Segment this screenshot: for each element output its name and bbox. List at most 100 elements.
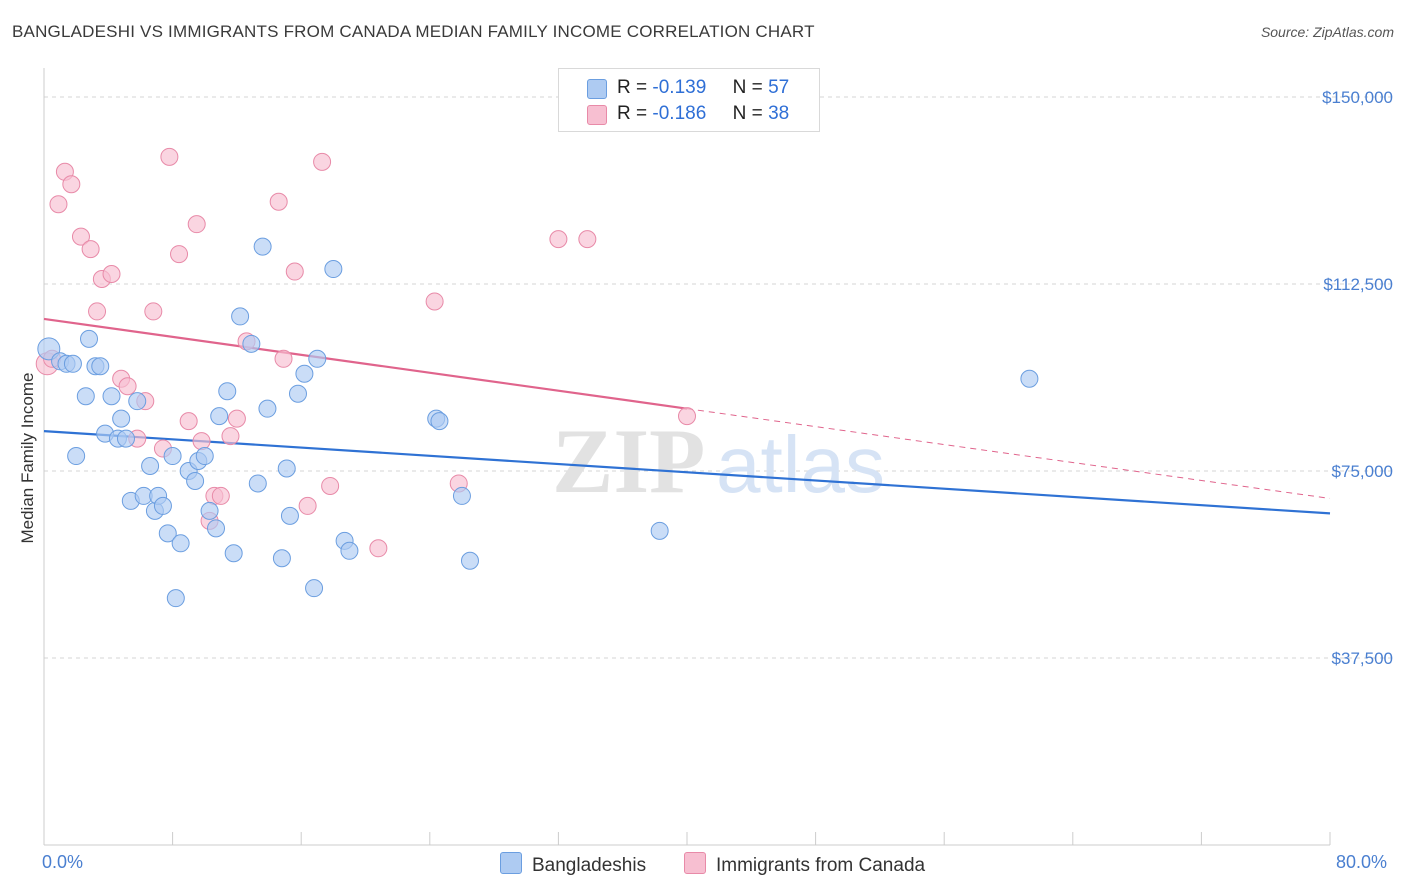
legend-r-value: -0.186 bbox=[652, 103, 707, 124]
data-point bbox=[210, 407, 229, 426]
y-tick-label: $150,000 bbox=[1322, 88, 1393, 107]
y-tick-label: $75,000 bbox=[1332, 462, 1393, 481]
data-point bbox=[269, 192, 288, 211]
data-point bbox=[678, 407, 696, 426]
data-point bbox=[187, 215, 206, 234]
data-point bbox=[578, 230, 597, 249]
bottom-legend-label: Bangladeshis bbox=[532, 855, 647, 876]
data-point bbox=[141, 457, 160, 476]
legend-swatch-pink bbox=[587, 105, 607, 125]
data-point bbox=[71, 227, 90, 246]
data-point bbox=[91, 357, 110, 376]
y-tick-label: $112,500 bbox=[1323, 275, 1393, 294]
data-point bbox=[171, 534, 190, 553]
chart-title: BANGLADESHI VS IMMIGRANTS FROM CANADA ME… bbox=[12, 22, 815, 41]
data-point bbox=[227, 409, 246, 428]
watermark-atlas: atlas bbox=[716, 420, 885, 509]
data-point bbox=[272, 549, 291, 568]
data-point bbox=[452, 486, 471, 505]
y-tick-label: $37,500 bbox=[1332, 649, 1393, 668]
data-point bbox=[166, 589, 185, 608]
legend-r-value: -0.139 bbox=[652, 77, 707, 98]
legend-r-label: R = bbox=[617, 77, 648, 98]
axes bbox=[43, 68, 1331, 846]
data-point bbox=[298, 496, 317, 515]
data-point bbox=[195, 447, 214, 466]
watermark: ZIP atlas bbox=[552, 410, 885, 512]
x-tick-label-min: 0.0% bbox=[42, 852, 84, 872]
data-point bbox=[76, 387, 95, 406]
legend-n-label: N = bbox=[732, 103, 763, 124]
data-point bbox=[63, 354, 82, 373]
trend-line-extension bbox=[686, 408, 1331, 499]
data-point bbox=[242, 334, 261, 353]
bottom-legend-swatch-pink bbox=[684, 852, 706, 874]
series-immigrants-from-canada bbox=[35, 147, 696, 558]
data-point bbox=[231, 307, 250, 326]
data-point bbox=[224, 544, 243, 563]
data-point bbox=[186, 471, 205, 490]
data-point bbox=[274, 349, 293, 368]
bottom-legend-label: Immigrants from Canada bbox=[716, 855, 926, 876]
data-point bbox=[62, 175, 81, 194]
data-point bbox=[253, 237, 272, 256]
data-point bbox=[308, 349, 327, 368]
data-point bbox=[221, 427, 240, 446]
data-point bbox=[192, 432, 211, 451]
trend-line bbox=[43, 317, 688, 410]
data-point bbox=[81, 240, 100, 259]
data-point bbox=[128, 392, 147, 411]
data-point bbox=[102, 387, 121, 406]
legend-r-label: R = bbox=[617, 103, 648, 124]
data-point bbox=[207, 519, 226, 538]
data-point bbox=[650, 521, 669, 540]
legend-swatch-blue bbox=[587, 79, 607, 99]
correlation-legend: R = -0.139 N = 57 R = -0.186 N = 38 bbox=[558, 68, 820, 132]
data-point bbox=[218, 382, 237, 401]
data-point bbox=[430, 412, 449, 431]
data-point bbox=[305, 579, 324, 598]
data-point bbox=[258, 399, 277, 418]
data-point bbox=[277, 459, 296, 478]
data-point bbox=[211, 486, 230, 505]
data-point bbox=[324, 260, 343, 279]
legend-n-value: 38 bbox=[768, 103, 790, 124]
data-point bbox=[340, 541, 359, 560]
data-point bbox=[49, 195, 68, 214]
data-point bbox=[118, 377, 137, 396]
bottom-legend-bangladeshis: Bangladeshis bbox=[500, 852, 646, 877]
data-point bbox=[153, 496, 172, 515]
data-point bbox=[369, 539, 388, 558]
trend-lines bbox=[43, 317, 1331, 515]
bottom-legend-swatch-blue bbox=[500, 852, 522, 874]
bottom-legend-immigrants-from-canada: Immigrants from Canada bbox=[684, 852, 925, 877]
data-point bbox=[179, 412, 198, 431]
data-point bbox=[67, 447, 86, 466]
data-point bbox=[1020, 369, 1039, 388]
data-point bbox=[288, 384, 307, 403]
trend-line bbox=[43, 430, 1331, 515]
watermark-zip: ZIP bbox=[552, 410, 705, 512]
data-point bbox=[549, 230, 568, 249]
data-point bbox=[160, 147, 179, 166]
data-point bbox=[80, 329, 99, 348]
x-tick-label-max: 80.0% bbox=[1336, 852, 1388, 872]
data-point bbox=[321, 476, 340, 495]
data-point bbox=[460, 551, 479, 570]
data-point bbox=[170, 245, 189, 264]
data-point bbox=[295, 364, 314, 383]
source-credit: Source: ZipAtlas.com bbox=[1260, 24, 1394, 40]
gridlines bbox=[44, 96, 1395, 659]
data-point bbox=[425, 292, 444, 311]
data-point bbox=[163, 447, 182, 466]
series-bangladeshis bbox=[37, 237, 1039, 608]
legend-n-value: 57 bbox=[768, 77, 790, 98]
data-point bbox=[285, 262, 304, 281]
data-point bbox=[102, 265, 121, 284]
data-point bbox=[144, 302, 163, 321]
data-point bbox=[112, 409, 131, 428]
legend-n-label: N = bbox=[732, 77, 763, 98]
data-point bbox=[200, 501, 219, 520]
y-tick-labels: $37,500 $75,000 $112,500 $150,000 bbox=[1322, 88, 1393, 668]
data-point bbox=[158, 524, 177, 543]
